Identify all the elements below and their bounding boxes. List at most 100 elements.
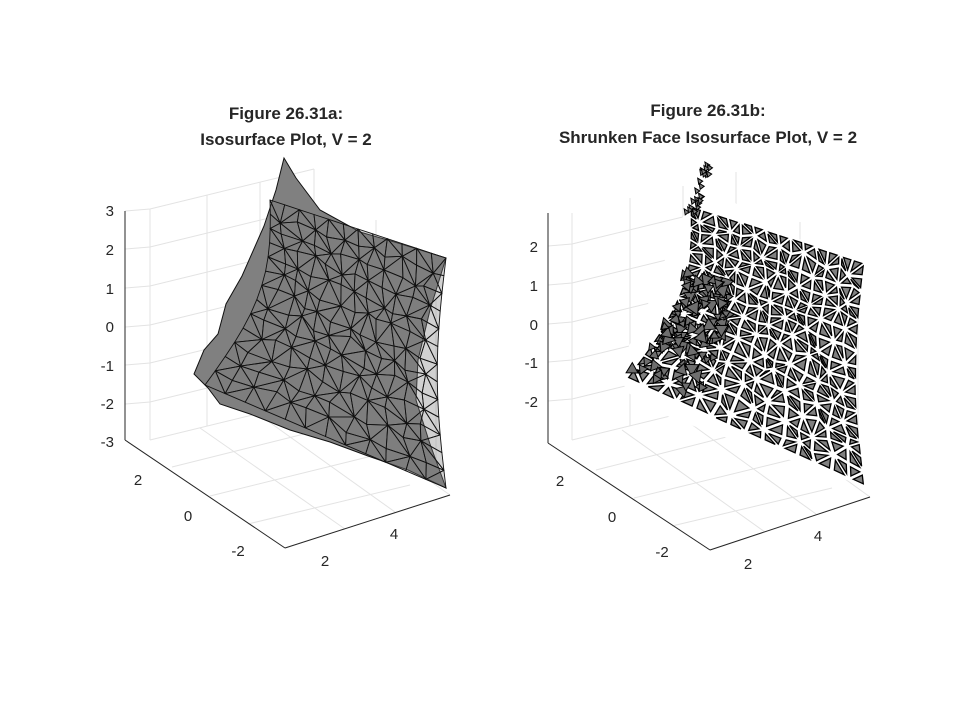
shrunken-face: [814, 268, 826, 278]
shrunken-face: [845, 414, 858, 426]
shrunken-face: [752, 363, 764, 377]
shrunken-face: [835, 344, 844, 359]
shrunken-face: [648, 384, 666, 392]
shrunken-face: [788, 395, 801, 413]
shrunken-face: [703, 164, 710, 173]
shrunken-face: [828, 255, 840, 267]
shrunken-face: [737, 261, 752, 269]
subplot-b-y-ticks: 2 0 -2: [556, 473, 669, 561]
shrunken-face: [682, 266, 695, 278]
shrunken-face: [709, 329, 720, 339]
shrunken-face: [726, 246, 738, 255]
shrunken-face: [814, 420, 826, 436]
shrunken-face: [840, 277, 853, 285]
shrunken-face: [787, 319, 797, 333]
shrunken-face: [849, 449, 862, 469]
shrunken-face: [829, 430, 843, 444]
shrunken-face: [740, 319, 755, 333]
shrunken-face: [738, 271, 749, 287]
shrunken-face: [850, 278, 860, 290]
shrunken-face: [849, 294, 861, 306]
z-tick-label: 3: [106, 203, 114, 220]
shrunken-face: [763, 260, 775, 271]
shrunken-face: [714, 362, 726, 370]
shrunken-face: [702, 390, 719, 401]
shrunken-face: [701, 236, 714, 246]
subplot-b-z-ticks: 2 1 0 -1 -2: [525, 239, 538, 411]
shrunken-face: [677, 319, 686, 329]
shrunken-face: [820, 383, 832, 397]
shrunken-face: [835, 395, 845, 407]
shrunken-face: [715, 364, 726, 376]
shrunken-face: [671, 302, 682, 313]
shrunken-face: [836, 448, 847, 461]
shrunken-face: [661, 386, 675, 400]
shrunken-face: [805, 406, 818, 417]
shrunken-face: [701, 272, 716, 289]
x-tick-label: 4: [390, 526, 398, 543]
shrunken-face: [800, 288, 811, 303]
x-tick-label: 2: [321, 553, 329, 570]
shrunken-face: [648, 348, 660, 360]
z-tick-label: 2: [106, 242, 114, 259]
shrunken-face: [793, 357, 808, 372]
shrunken-face: [674, 362, 688, 376]
shrunken-face: [661, 357, 681, 366]
z-tick-label: 2: [530, 239, 538, 256]
shrunken-face: [753, 250, 761, 263]
shrunken-face: [740, 335, 755, 344]
shrunken-face: [652, 369, 663, 380]
shrunken-face: [726, 256, 740, 267]
shrunken-face: [819, 365, 827, 380]
subplot-b-title-line2: Shrunken Face Isosurface Plot, V = 2: [559, 128, 857, 147]
shrunken-face: [831, 423, 847, 436]
shrunken-face: [741, 223, 753, 235]
shrunken-face: [793, 324, 805, 334]
shrunken-face: [732, 223, 741, 235]
shrunken-face: [823, 310, 837, 322]
shrunken-face: [779, 234, 789, 245]
shrunken-face: [764, 432, 776, 445]
shrunken-face: [788, 268, 799, 284]
shrunken-face: [690, 231, 699, 244]
shrunken-face: [740, 387, 752, 405]
shrunken-face: [788, 417, 801, 429]
shrunken-face: [786, 377, 798, 389]
shrunken-face: [842, 379, 855, 392]
shrunken-face: [850, 443, 861, 455]
subplot-b: Figure 26.31b: Shrunken Face Isosurface …: [525, 101, 871, 573]
shrunken-face: [819, 355, 827, 369]
subplot-a-z-ticks: 3 2 1 0 -1 -2 -3: [101, 203, 114, 451]
shrunken-face: [784, 307, 794, 316]
shrunken-face: [816, 393, 831, 403]
shrunken-face: [840, 310, 848, 327]
shrunken-face: [745, 364, 755, 378]
shrunken-face: [842, 256, 852, 273]
shrunken-face: [851, 450, 863, 467]
shrunken-face: [791, 240, 802, 253]
shrunken-face: [759, 284, 769, 300]
shrunken-face: [735, 301, 747, 315]
shrunken-face: [847, 366, 857, 380]
y-tick-label: 2: [556, 473, 564, 490]
shrunken-face: [659, 325, 673, 339]
shrunken-face: [786, 424, 798, 440]
shrunken-face: [714, 324, 729, 338]
shrunken-face: [811, 306, 822, 317]
shrunken-face: [713, 313, 723, 322]
shrunken-face: [660, 321, 670, 331]
shrunken-face: [759, 369, 771, 378]
shrunken-face: [787, 312, 798, 322]
shrunken-face: [700, 167, 708, 176]
shrunken-face: [769, 317, 782, 324]
subplot-b-axes: [547, 213, 871, 551]
shrunken-face: [814, 429, 827, 438]
shrunken-face: [817, 457, 832, 469]
shrunken-face: [695, 363, 711, 373]
shrunken-face: [668, 312, 681, 325]
subplot-a-title-line2: Isosurface Plot, V = 2: [200, 130, 372, 149]
shrunken-face: [819, 322, 832, 339]
shrunken-face: [848, 287, 861, 302]
shrunken-face: [690, 246, 703, 252]
